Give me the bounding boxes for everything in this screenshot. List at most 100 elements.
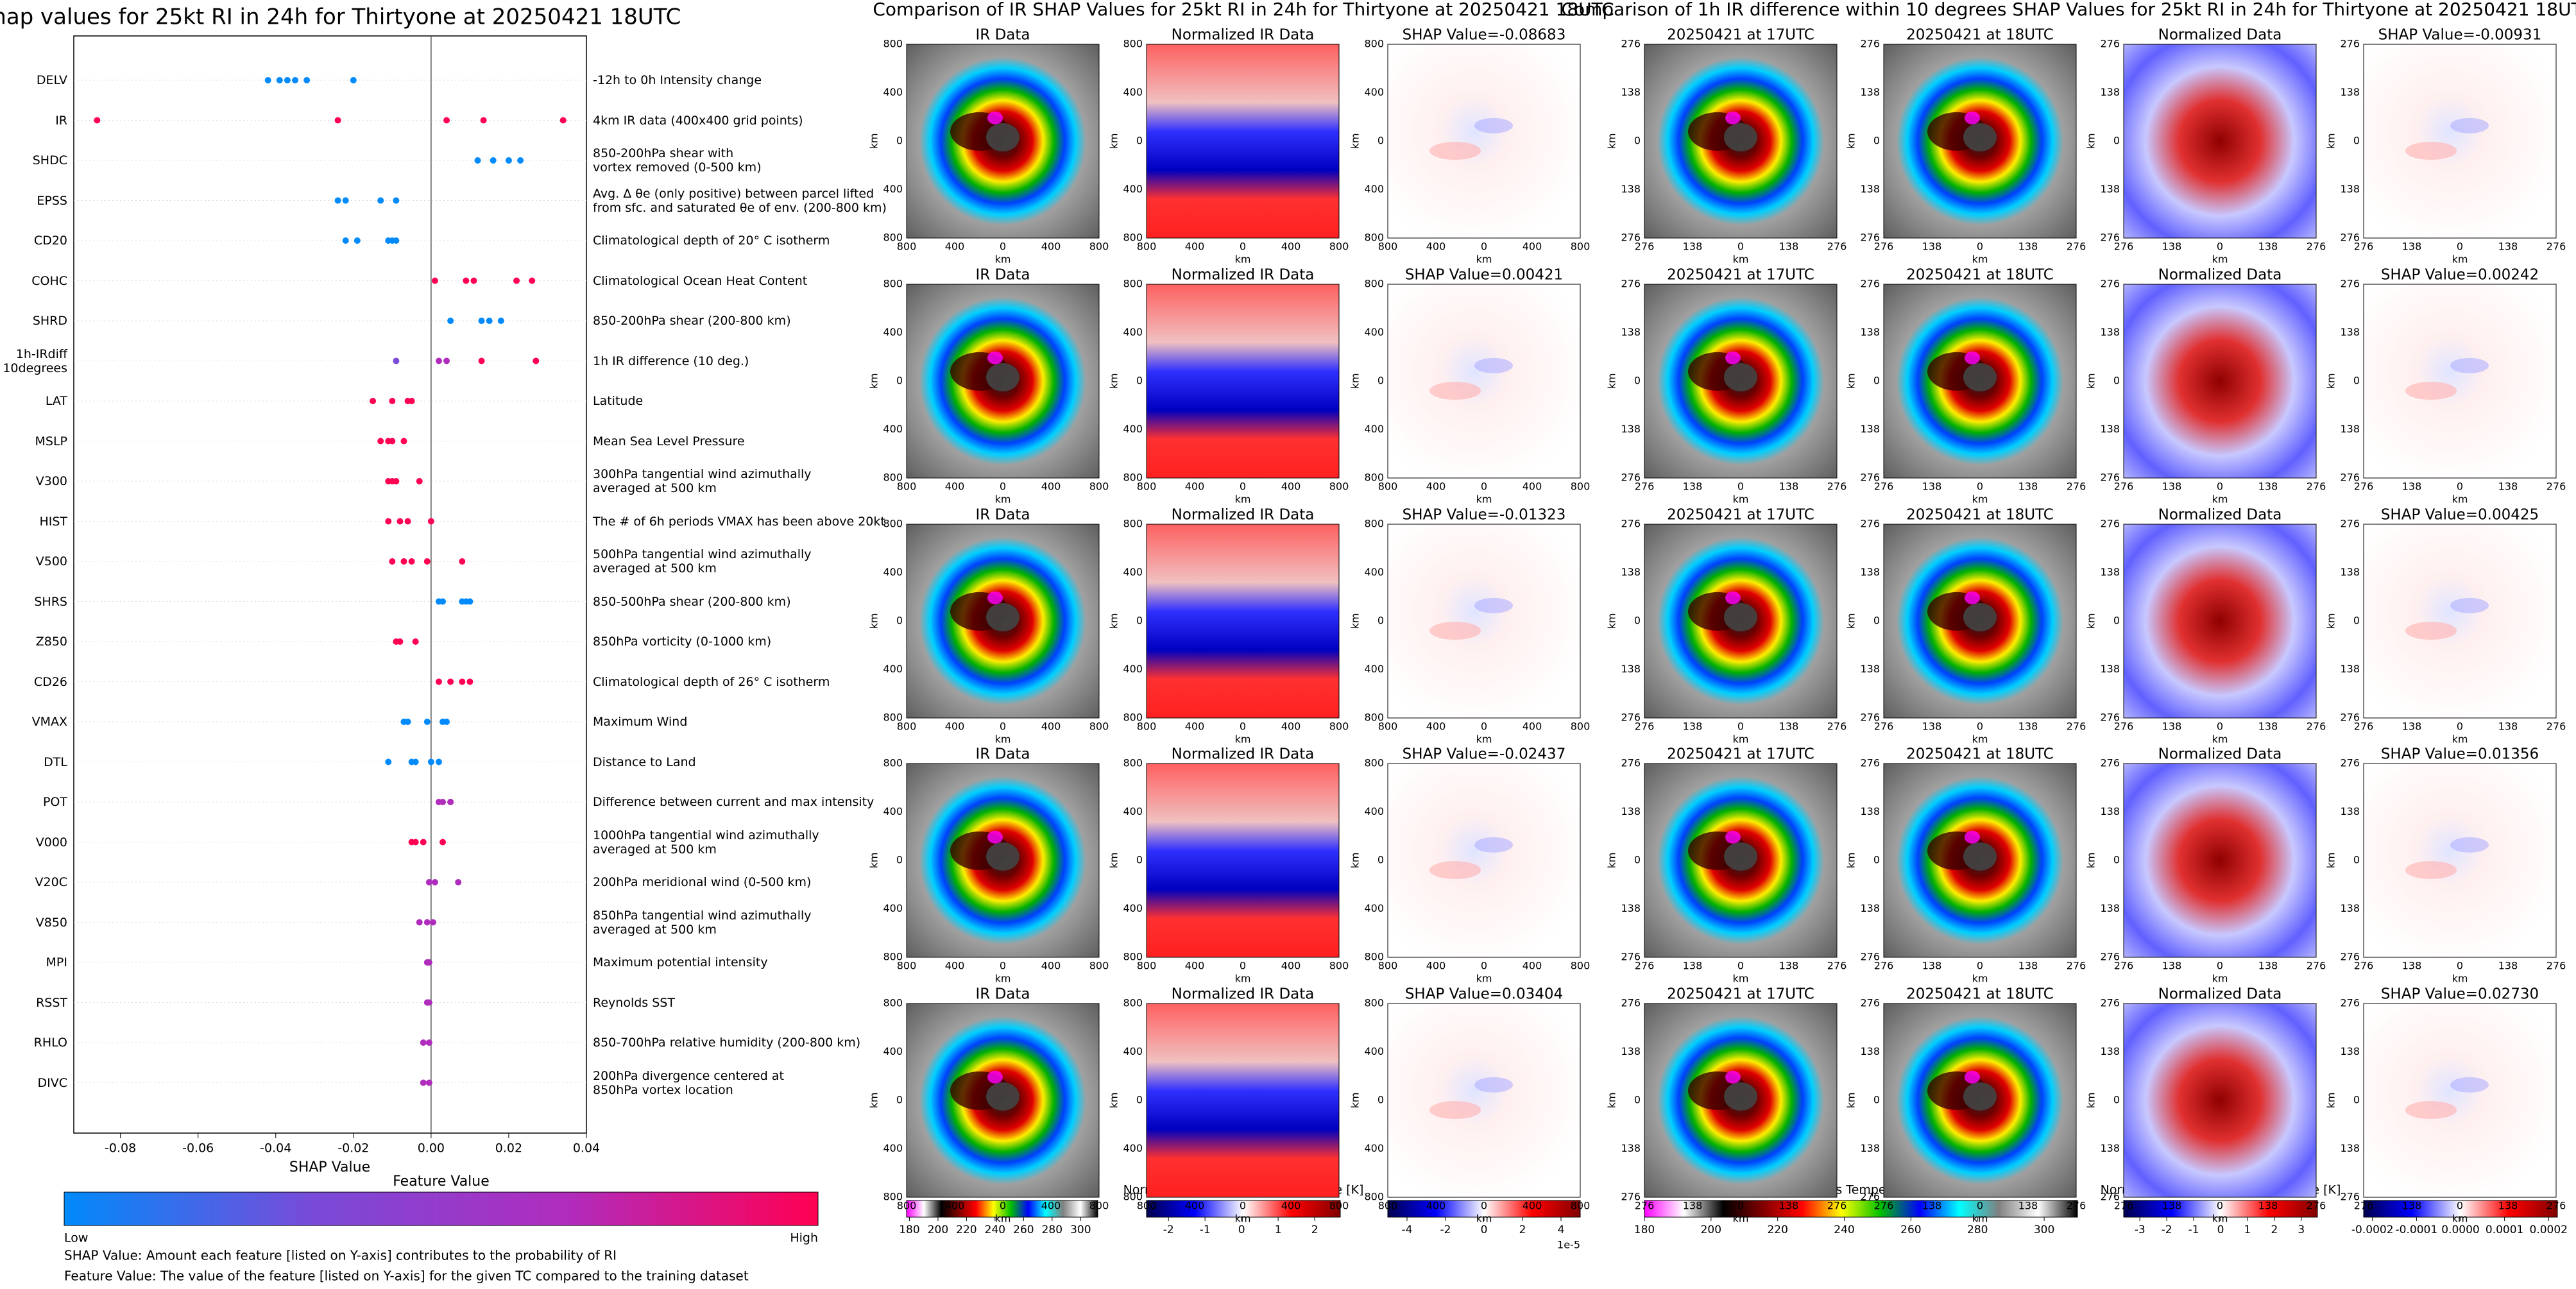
y-axis-title: km bbox=[868, 133, 880, 149]
dot bbox=[490, 157, 497, 164]
x-tick-label: 138 bbox=[1922, 241, 1942, 253]
y-tick-label: 400 bbox=[883, 1045, 903, 1057]
panel-title: 20250421 at 17UTC bbox=[1667, 267, 1814, 284]
x-tick-label: 800 bbox=[1571, 241, 1591, 253]
y-tick-label: 138 bbox=[2100, 86, 2120, 98]
feature-description: 200hPa meridional wind (0-500 km) bbox=[593, 875, 812, 889]
y-axis-title: km bbox=[868, 853, 880, 869]
dot bbox=[408, 398, 415, 404]
panel-title: Normalized Data bbox=[2158, 267, 2282, 284]
y-tick-label: 0 bbox=[896, 1094, 903, 1106]
x-tick-label: 276 bbox=[2067, 241, 2086, 253]
x-tick-label: -0.08 bbox=[105, 1141, 136, 1156]
y-tick-label: 138 bbox=[2100, 1045, 2120, 1057]
colorbar-high: High bbox=[790, 1231, 818, 1245]
y-tick-label: 0 bbox=[1634, 1094, 1641, 1106]
colorbar-tick-label: -0.0001 bbox=[2396, 1224, 2438, 1236]
x-tick-label: 276 bbox=[2354, 241, 2374, 253]
x-tick-label: 0 bbox=[1977, 1200, 1983, 1212]
dot bbox=[431, 277, 438, 284]
x-tick-label: 138 bbox=[2258, 721, 2278, 733]
x-tick-label: -0.02 bbox=[337, 1141, 369, 1156]
dot bbox=[393, 237, 400, 244]
image-panel bbox=[1146, 284, 1340, 479]
x-tick-label: 138 bbox=[2162, 1200, 2182, 1212]
panel-title: Normalized Data bbox=[2158, 507, 2282, 524]
x-axis-title: km bbox=[1972, 733, 1988, 746]
y-tick-label: 0 bbox=[896, 375, 903, 387]
panel-title: 20250421 at 17UTC bbox=[1667, 27, 1814, 44]
x-tick-label: 0 bbox=[1000, 481, 1006, 493]
dot bbox=[393, 197, 400, 204]
x-tick-label: 138 bbox=[1683, 960, 1703, 972]
colorbar-tick-label: 200 bbox=[1701, 1224, 1721, 1236]
y-tick-label: 800 bbox=[1364, 518, 1384, 530]
y-tick-label: 0 bbox=[1634, 854, 1641, 866]
y-tick-label: HIST bbox=[39, 514, 67, 529]
y-axis-title: km bbox=[868, 1093, 880, 1109]
colorbar bbox=[1644, 1200, 2078, 1218]
cold-cloud bbox=[987, 830, 1003, 844]
y-tick-label: 138 bbox=[2340, 423, 2360, 435]
feature-description: 850-200hPa shear with vortex removed (0-… bbox=[593, 146, 762, 175]
x-tick-label: 800 bbox=[1329, 1200, 1349, 1212]
y-tick-label: 800 bbox=[1123, 518, 1143, 530]
x-tick-label: 138 bbox=[1779, 1200, 1799, 1212]
image-panel bbox=[1146, 524, 1340, 719]
x-tick-label: 276 bbox=[1827, 241, 1847, 253]
y-tick-label: 800 bbox=[1123, 1191, 1143, 1203]
x-tick-label: 800 bbox=[1378, 241, 1398, 253]
dot bbox=[513, 277, 520, 284]
x-tick-label: 276 bbox=[1635, 481, 1655, 493]
y-tick-label: 800 bbox=[1123, 38, 1143, 50]
y-tick-label: 138 bbox=[1860, 566, 1880, 578]
y-tick-label: 276 bbox=[1860, 951, 1880, 963]
y-tick-label: 800 bbox=[883, 38, 903, 50]
y-axis-title: km bbox=[1845, 613, 1857, 629]
x-axis-title: km bbox=[1972, 253, 1988, 266]
y-tick-label: 276 bbox=[2340, 278, 2360, 290]
feature-description: 850-700hPa relative humidity (200-800 km… bbox=[593, 1036, 861, 1050]
x-axis-title: km bbox=[995, 253, 1011, 266]
storm-eye bbox=[986, 363, 1019, 391]
y-tick-label: LAT bbox=[45, 394, 67, 408]
y-tick-label: 800 bbox=[1364, 951, 1384, 963]
x-tick-label: 276 bbox=[2307, 241, 2326, 253]
y-tick-label: 0 bbox=[2353, 854, 2360, 866]
colorbar-title: Feature Value bbox=[393, 1174, 490, 1190]
dot bbox=[533, 357, 540, 364]
y-tick-label: 276 bbox=[1860, 278, 1880, 290]
y-tick-label: 0 bbox=[1873, 375, 1880, 387]
dot bbox=[420, 1039, 427, 1046]
y-tick-label: 0 bbox=[1873, 854, 1880, 866]
colorbar-tick-label: 180 bbox=[899, 1224, 919, 1236]
y-axis-title: km bbox=[2325, 133, 2337, 149]
feature-description: Latitude bbox=[593, 394, 644, 408]
y-axis-title: km bbox=[1108, 373, 1120, 389]
x-tick-label: 276 bbox=[2114, 481, 2134, 493]
y-tick-label: 138 bbox=[2340, 1045, 2360, 1057]
y-axis-title: km bbox=[2325, 613, 2337, 629]
colorbar bbox=[906, 1200, 1098, 1218]
x-tick-label: 0 bbox=[1737, 241, 1744, 253]
x-tick-label: 800 bbox=[897, 960, 917, 972]
y-tick-label: 800 bbox=[1123, 712, 1143, 724]
y-tick-label: 276 bbox=[1621, 38, 1641, 50]
storm-eye bbox=[1963, 602, 1997, 631]
y-tick-label: 138 bbox=[1621, 902, 1641, 914]
panel-title: IR Data bbox=[976, 986, 1030, 1003]
colorbar-tick-label: 3 bbox=[2298, 1224, 2305, 1236]
footnote: SHAP Value: Amount each feature [listed … bbox=[64, 1248, 617, 1263]
plot-frame bbox=[73, 35, 587, 1134]
y-tick-label: 400 bbox=[1364, 902, 1384, 914]
panel-title: SHAP Value=-0.00931 bbox=[2378, 27, 2542, 44]
panel-title: IR Data bbox=[976, 746, 1030, 763]
cold-cloud bbox=[1965, 1070, 1980, 1084]
x-axis-title: km bbox=[1476, 973, 1492, 985]
x-tick-label: 276 bbox=[2546, 721, 2566, 733]
y-tick-label: 400 bbox=[1364, 183, 1384, 195]
x-tick-label: 400 bbox=[1281, 481, 1301, 493]
y-tick-label: 800 bbox=[1364, 38, 1384, 50]
attribution-blob bbox=[2405, 142, 2457, 160]
